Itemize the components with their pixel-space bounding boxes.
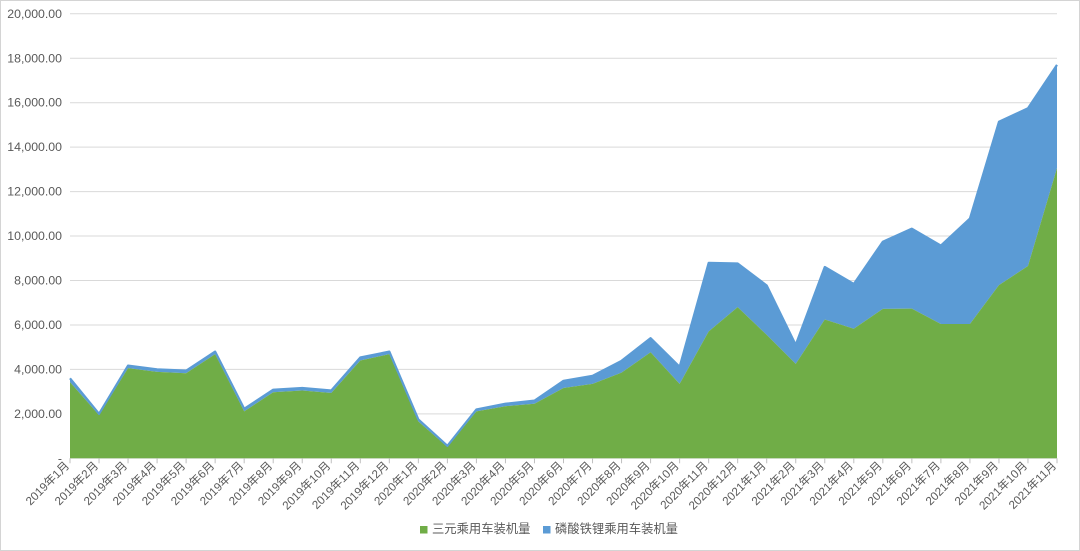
svg-text:三元乘用车装机量: 三元乘用车装机量 xyxy=(432,521,530,536)
svg-text:4,000.00: 4,000.00 xyxy=(14,362,62,376)
svg-text:6,000.00: 6,000.00 xyxy=(14,318,62,332)
svg-text:2,000.00: 2,000.00 xyxy=(14,407,62,421)
svg-text:16,000.00: 16,000.00 xyxy=(7,96,62,110)
svg-text:18,000.00: 18,000.00 xyxy=(7,51,62,65)
svg-text:8,000.00: 8,000.00 xyxy=(14,274,62,288)
svg-text:磷酸铁锂乘用车装机量: 磷酸铁锂乘用车装机量 xyxy=(555,521,678,536)
svg-text:10,000.00: 10,000.00 xyxy=(7,229,62,243)
svg-text:20,000.00: 20,000.00 xyxy=(7,7,62,21)
svg-text:12,000.00: 12,000.00 xyxy=(7,185,62,199)
svg-text:14,000.00: 14,000.00 xyxy=(7,140,62,154)
